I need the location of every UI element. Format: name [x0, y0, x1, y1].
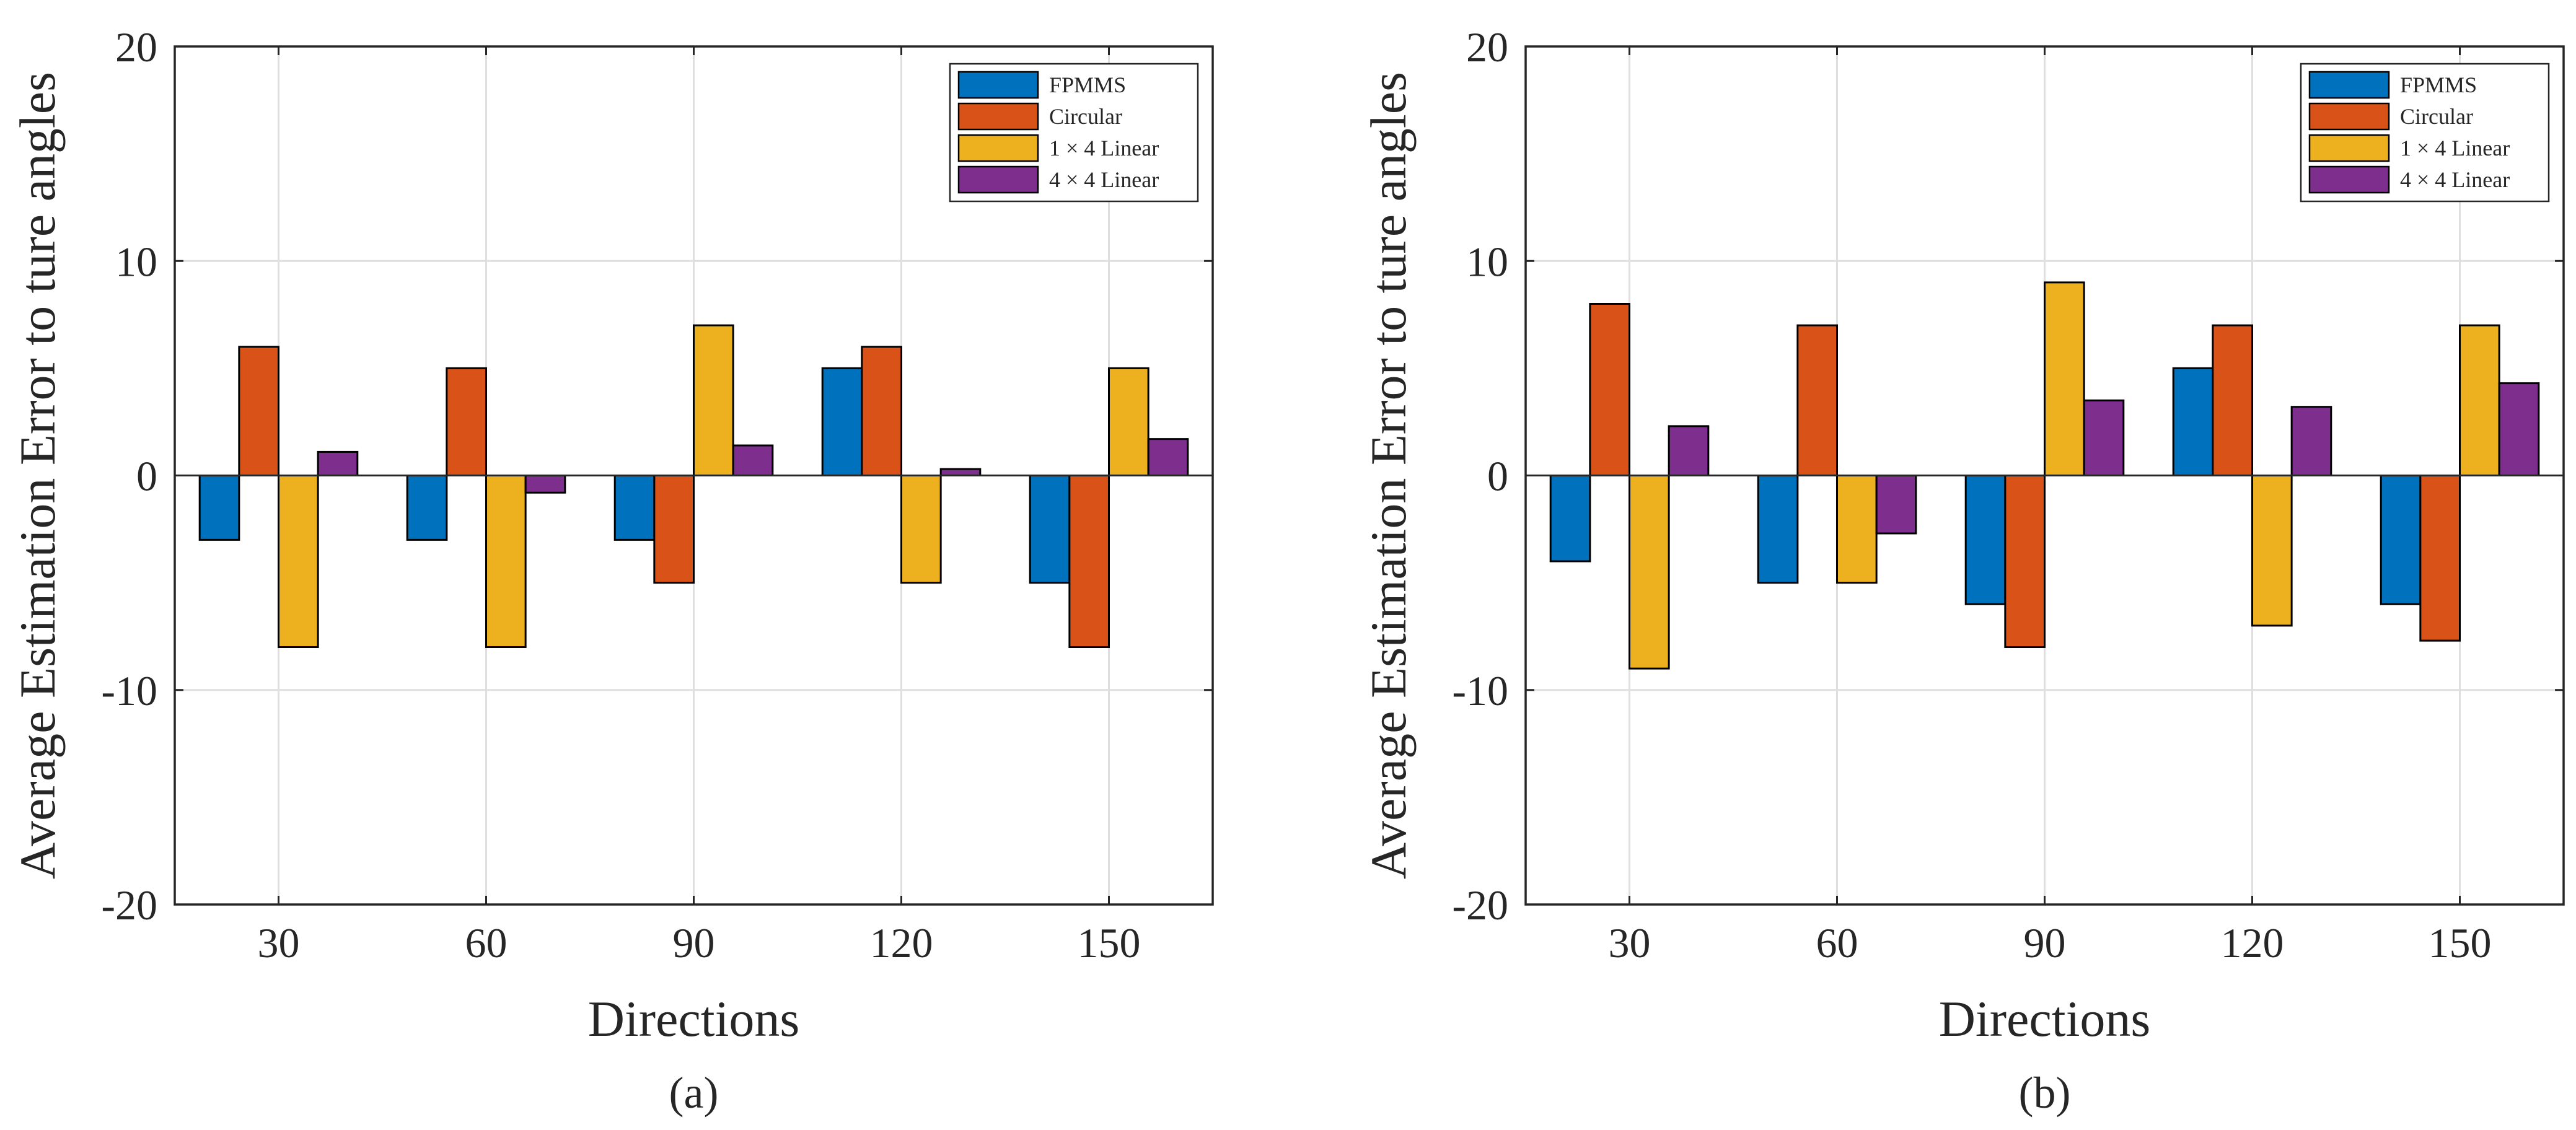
legend-swatch-4-4-linear — [2308, 165, 2390, 194]
x-tick-label: 30 — [1609, 919, 1651, 966]
x-tick-label: 120 — [2221, 919, 2284, 966]
bar-fpmms-30 — [198, 475, 240, 541]
bar-1-4-linear-150 — [1108, 367, 1150, 476]
bar-fpmms-60 — [406, 475, 448, 541]
y-tick-label: 0 — [136, 453, 157, 500]
y-tick-label: -10 — [101, 667, 157, 714]
legend-swatch-fpmms — [957, 71, 1039, 99]
y-tick-label: 10 — [1466, 238, 1508, 285]
bar-fpmms-150 — [2380, 475, 2422, 605]
legend: FPMMS Circular 1 × 4 Linear 4 × 4 Linear — [949, 63, 1199, 203]
bar-circular-120 — [2212, 324, 2254, 476]
x-tick-label: 90 — [2024, 919, 2066, 966]
x-tick-label: 120 — [870, 919, 933, 966]
bar-1-4-linear-30 — [1629, 475, 1670, 670]
bar-1-4-linear-60 — [1836, 475, 1878, 584]
legend-swatch-1-4-linear — [2308, 134, 2390, 162]
y-tick-label: -10 — [1452, 667, 1508, 714]
bar-4-4-linear-120 — [939, 468, 982, 476]
x-tick-label: 90 — [673, 919, 715, 966]
bar-fpmms-30 — [1549, 475, 1591, 563]
bar-1-4-linear-120 — [900, 475, 942, 584]
panel-label: (b) — [2019, 1068, 2071, 1118]
x-tick-label: 60 — [1816, 919, 1858, 966]
chart-panel-b: -20 -10 0 10 20 30 60 90 120 150 Directions Average… — [1360, 24, 2565, 1118]
panel-label: (a) — [669, 1068, 719, 1118]
chart-panel-a: -20 -10 0 10 20 30 60 90 120 150 Directions Average… — [9, 24, 1214, 1118]
y-axis-label: Average Estimation Error to ture angles — [1360, 72, 1417, 879]
x-tick-label: 150 — [1078, 919, 1141, 966]
bar-4-4-linear-60 — [524, 475, 566, 494]
legend-swatch-circular — [2308, 102, 2390, 131]
bar-circular-90 — [2004, 475, 2046, 648]
legend-label-4-4-linear: 4 × 4 Linear — [2400, 167, 2510, 192]
legend-swatch-4-4-linear — [957, 165, 1039, 194]
legend-label-circular: Circular — [1049, 104, 1122, 129]
x-tick-label: 60 — [465, 919, 508, 966]
bar-4-4-linear-150 — [1147, 438, 1189, 477]
bar-fpmms-120 — [821, 367, 863, 476]
legend-swatch-1-4-linear — [957, 134, 1039, 162]
legend-swatch-fpmms — [2308, 71, 2390, 99]
bar-circular-90 — [653, 475, 695, 584]
bar-1-4-linear-90 — [693, 324, 734, 476]
x-axis-label: Directions — [588, 991, 800, 1047]
y-tick-label: -20 — [101, 882, 157, 929]
bar-fpmms-90 — [613, 475, 656, 541]
legend-swatch-circular — [957, 102, 1039, 131]
bar-fpmms-60 — [1757, 475, 1799, 584]
x-tick-label: 30 — [258, 919, 300, 966]
legend-label-1-4-linear: 1 × 4 Linear — [1049, 136, 1159, 160]
bar-circular-60 — [1796, 324, 1839, 476]
y-axis-label: Average Estimation Error to ture angles — [9, 72, 66, 879]
legend: FPMMS Circular 1 × 4 Linear 4 × 4 Linear — [2300, 63, 2550, 203]
bar-fpmms-90 — [1964, 475, 2007, 605]
bar-circular-150 — [2419, 475, 2461, 642]
bar-1-4-linear-30 — [278, 475, 319, 648]
y-tick-label: 10 — [115, 238, 157, 285]
x-tick-label: 150 — [2429, 919, 2492, 966]
legend-label-1-4-linear: 1 × 4 Linear — [2400, 136, 2510, 160]
bar-circular-30 — [1589, 303, 1631, 476]
bar-4-4-linear-90 — [2083, 399, 2125, 476]
bar-1-4-linear-60 — [485, 475, 527, 648]
legend-label-circular: Circular — [2400, 104, 2473, 129]
bar-circular-120 — [861, 346, 902, 476]
legend-label-4-4-linear: 4 × 4 Linear — [1049, 167, 1159, 192]
bar-1-4-linear-120 — [2251, 475, 2293, 627]
y-tick-label: 20 — [115, 24, 157, 71]
bar-fpmms-150 — [1029, 475, 1071, 584]
bar-4-4-linear-60 — [1875, 475, 1917, 535]
bar-4-4-linear-120 — [2290, 406, 2332, 477]
bar-circular-150 — [1068, 475, 1110, 648]
bar-4-4-linear-30 — [1668, 425, 1710, 476]
bar-fpmms-120 — [2172, 367, 2214, 476]
bar-circular-60 — [446, 367, 487, 476]
legend-label-fpmms: FPMMS — [1049, 72, 1126, 97]
bar-4-4-linear-30 — [317, 450, 359, 476]
bar-circular-30 — [238, 346, 280, 476]
legend-label-fpmms: FPMMS — [2400, 72, 2477, 97]
bar-4-4-linear-90 — [732, 444, 774, 477]
y-tick-label: 0 — [1487, 453, 1508, 500]
y-tick-label: 20 — [1466, 24, 1508, 71]
x-axis-label: Directions — [1939, 991, 2151, 1047]
bar-4-4-linear-150 — [2498, 382, 2540, 476]
bar-1-4-linear-150 — [2459, 324, 2500, 476]
bar-1-4-linear-90 — [2044, 281, 2085, 476]
y-tick-label: -20 — [1452, 882, 1508, 929]
